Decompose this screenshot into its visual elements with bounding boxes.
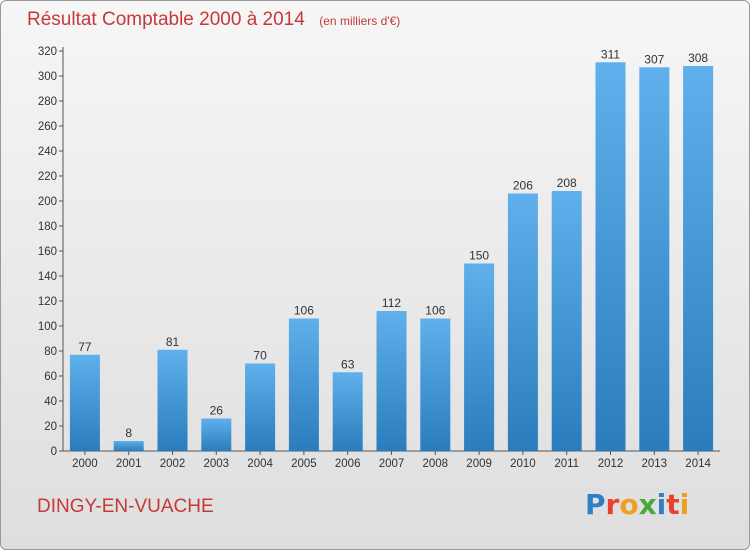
- logo-letter: r: [605, 488, 620, 521]
- bar-value-label: 206: [513, 179, 533, 193]
- y-tick-label: 140: [38, 271, 57, 283]
- y-tick-label: 80: [44, 346, 57, 358]
- y-tick-label: 220: [38, 171, 57, 183]
- y-tick-label: 60: [44, 371, 57, 383]
- x-tick-label: 2012: [598, 458, 624, 470]
- bar-value-label: 311: [601, 47, 620, 61]
- y-tick-label: 300: [38, 71, 57, 83]
- logo-letter: i: [679, 488, 690, 521]
- bar-value-label: 8: [125, 426, 132, 440]
- bar-value-label: 70: [253, 349, 267, 363]
- logo-letter: x: [638, 488, 657, 521]
- bar-value-label: 77: [78, 340, 92, 354]
- bar: [332, 372, 363, 451]
- x-tick-label: 2010: [510, 458, 536, 470]
- x-tick-label: 2006: [335, 458, 361, 470]
- x-tick-label: 2000: [72, 458, 98, 470]
- x-tick-label: 2002: [160, 458, 186, 470]
- y-tick-label: 100: [38, 321, 57, 333]
- x-tick-label: 2001: [116, 458, 142, 470]
- logo-letter: t: [666, 488, 680, 521]
- x-tick-label: 2008: [423, 458, 449, 470]
- bar-value-label: 150: [469, 249, 489, 263]
- chart-header: Résultat Comptable 2000 à 2014 (en milli…: [27, 9, 400, 31]
- commune-name: DINGY-EN-VUACHE: [37, 496, 214, 517]
- x-tick-label: 2011: [554, 458, 579, 470]
- proxiti-logo: Proxiti: [585, 488, 689, 521]
- y-tick-label: 260: [38, 121, 57, 133]
- logo-letter: P: [585, 488, 606, 521]
- y-tick-label: 0: [51, 446, 57, 458]
- bar: [420, 318, 451, 451]
- x-tick-label: 2005: [291, 458, 317, 470]
- y-axis: 0 20 40 60 80 100 120 140 160 180 200 220 240 260 280 3…: [38, 46, 64, 458]
- bar-value-label: 63: [341, 357, 355, 371]
- bar: [288, 318, 319, 451]
- bar-value-label: 106: [425, 304, 445, 318]
- bar-value-label: 307: [644, 52, 664, 66]
- chart-title: Résultat Comptable 2000 à 2014: [27, 9, 305, 30]
- y-tick-label: 280: [38, 96, 57, 108]
- bar-value-label: 308: [688, 51, 708, 65]
- y-tick-label: 20: [44, 421, 57, 433]
- y-tick-label: 120: [38, 296, 57, 308]
- x-tick-label: 2007: [379, 458, 405, 470]
- y-tick-label: 160: [38, 246, 57, 258]
- y-tick-label: 200: [38, 196, 57, 208]
- bar: [595, 62, 626, 451]
- bar: [507, 193, 538, 451]
- bar-value-label: 208: [557, 176, 577, 190]
- x-tick-label: 2013: [642, 458, 668, 470]
- x-tick-label: 2014: [685, 458, 711, 470]
- bar-value-label: 81: [166, 335, 180, 349]
- bar: [157, 349, 188, 451]
- chart-subtitle: (en milliers d'€): [319, 14, 401, 28]
- y-tick-label: 180: [38, 221, 57, 233]
- bar: [376, 311, 407, 451]
- bar: [201, 418, 232, 451]
- bars: 77 8 81 26 70 106 63 112 106 150 206 208 311 307 308: [69, 47, 714, 451]
- y-tick-label: 240: [38, 146, 57, 158]
- bar: [69, 354, 100, 451]
- bar: [639, 67, 670, 451]
- bar: [464, 263, 495, 451]
- bar-value-label: 26: [210, 404, 224, 418]
- bar: [245, 363, 276, 451]
- x-tick-label: 2004: [247, 458, 273, 470]
- logo-letter: o: [619, 488, 639, 521]
- bar: [683, 66, 714, 451]
- y-tick-label: 40: [44, 396, 57, 408]
- x-tick-label: 2003: [204, 458, 230, 470]
- bar-value-label: 112: [382, 296, 401, 310]
- x-tick-label: 2009: [466, 458, 492, 470]
- bar: [113, 441, 144, 451]
- x-axis: 2000 2001 2002 2003 2004 2005 2006 2007 2008 2009…: [63, 450, 720, 470]
- bar: [551, 191, 582, 451]
- bar-value-label: 106: [294, 304, 314, 318]
- y-tick-label: 320: [38, 46, 57, 58]
- logo-letter: i: [656, 488, 667, 521]
